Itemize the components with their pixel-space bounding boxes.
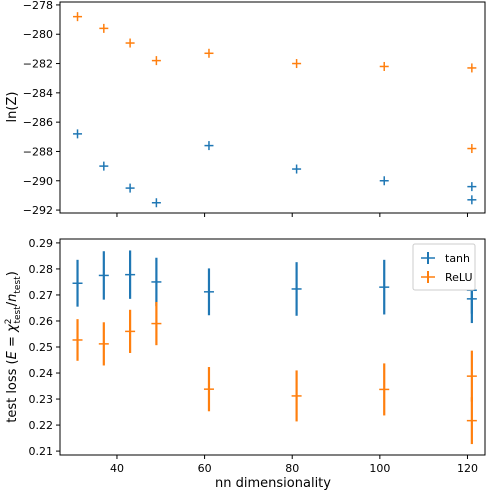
- top-tanh-point: [125, 183, 135, 193]
- bottom-tanh-point: [98, 251, 109, 300]
- bottom-y-tick-label: 0.25: [29, 341, 54, 354]
- top-y-tick-label: −284: [23, 87, 53, 100]
- top-y-tick-label: −280: [23, 28, 53, 41]
- top-y-tick-label: −282: [23, 58, 53, 71]
- top-plot-frame: [59, 1, 486, 214]
- bottom-y-tick-label: 0.21: [29, 445, 54, 458]
- top-y-axis-label: ln(Z): [5, 92, 20, 123]
- top-tanh-point: [204, 141, 214, 151]
- top-tanh-point: [467, 182, 477, 192]
- bottom-relu-point: [379, 363, 390, 416]
- bottom-relu-point: [291, 370, 302, 422]
- bottom-relu-point: [151, 301, 162, 346]
- top-tanh-point: [73, 129, 83, 139]
- bottom-x-tick-label: 120: [457, 462, 478, 475]
- legend: tanh ReLU: [412, 243, 476, 291]
- bottom-relu-point: [125, 309, 136, 353]
- top-relu-point: [467, 63, 477, 73]
- top-panel-lnz: −278 −280 −282 −284 −286 −288 −290 −292: [23, 0, 486, 217]
- legend-label-relu: ReLU: [445, 271, 473, 284]
- bottom-y-tick-label: 0.28: [29, 263, 54, 276]
- top-tanh-point: [467, 195, 477, 205]
- top-relu-point: [204, 48, 214, 58]
- top-relu-point: [292, 59, 302, 69]
- bottom-tanh-point: [125, 250, 136, 299]
- bottom-y-axis-label: test loss (E = χ2test/ntest): [4, 271, 23, 423]
- top-tanh-point: [292, 164, 302, 174]
- top-y-tick-label: −278: [23, 0, 53, 12]
- bottom-x-tick-label: 60: [198, 462, 212, 475]
- bottom-y-tick-label: 0.27: [29, 289, 54, 302]
- bottom-y-tick-label: 0.24: [29, 367, 54, 380]
- top-relu-point: [379, 61, 389, 71]
- legend-marker-tanh: [421, 252, 435, 264]
- top-relu-point: [151, 56, 161, 66]
- bottom-tanh-point: [151, 257, 162, 307]
- top-tanh-point: [99, 161, 109, 171]
- top-relu-point: [99, 23, 109, 33]
- bottom-x-tick-label: 100: [369, 462, 390, 475]
- bottom-tanh-point: [72, 259, 83, 307]
- top-tanh-point: [151, 198, 161, 208]
- top-tanh-point: [379, 176, 389, 186]
- bottom-y-tick-label: 0.26: [29, 315, 54, 328]
- top-y-tick-label: −292: [23, 204, 53, 217]
- bottom-tanh-point: [379, 259, 390, 315]
- bottom-y-tick-label: 0.29: [29, 237, 54, 250]
- top-y-tick-label: −286: [23, 116, 53, 129]
- bottom-panel-test-loss: 0.21 0.22 0.23 0.24 0.25 0.26 0.27 0.28 0.29 40 60…: [29, 237, 486, 475]
- bottom-y-tick-label: 0.22: [29, 419, 54, 432]
- bottom-relu-point: [203, 367, 214, 412]
- bottom-tanh-point: [203, 268, 214, 316]
- top-relu-point: [73, 12, 83, 22]
- bottom-relu-point: [98, 322, 109, 366]
- bottom-relu-point: [466, 397, 477, 445]
- legend-label-tanh: tanh: [445, 252, 470, 265]
- bottom-relu-point: [466, 350, 477, 402]
- top-y-tick-label: −290: [23, 175, 53, 188]
- bottom-y-tick-label: 0.23: [29, 393, 54, 406]
- top-relu-point: [125, 38, 135, 48]
- legend-marker-relu: [421, 271, 435, 283]
- bottom-tanh-point: [291, 262, 302, 316]
- top-relu-point: [467, 144, 477, 154]
- bottom-relu-point: [72, 319, 83, 361]
- bottom-x-tick-label: 80: [285, 462, 299, 475]
- x-axis-label: nn dimensionality: [215, 476, 331, 491]
- bottom-x-tick-label: 40: [110, 462, 124, 475]
- top-y-tick-label: −288: [23, 145, 53, 158]
